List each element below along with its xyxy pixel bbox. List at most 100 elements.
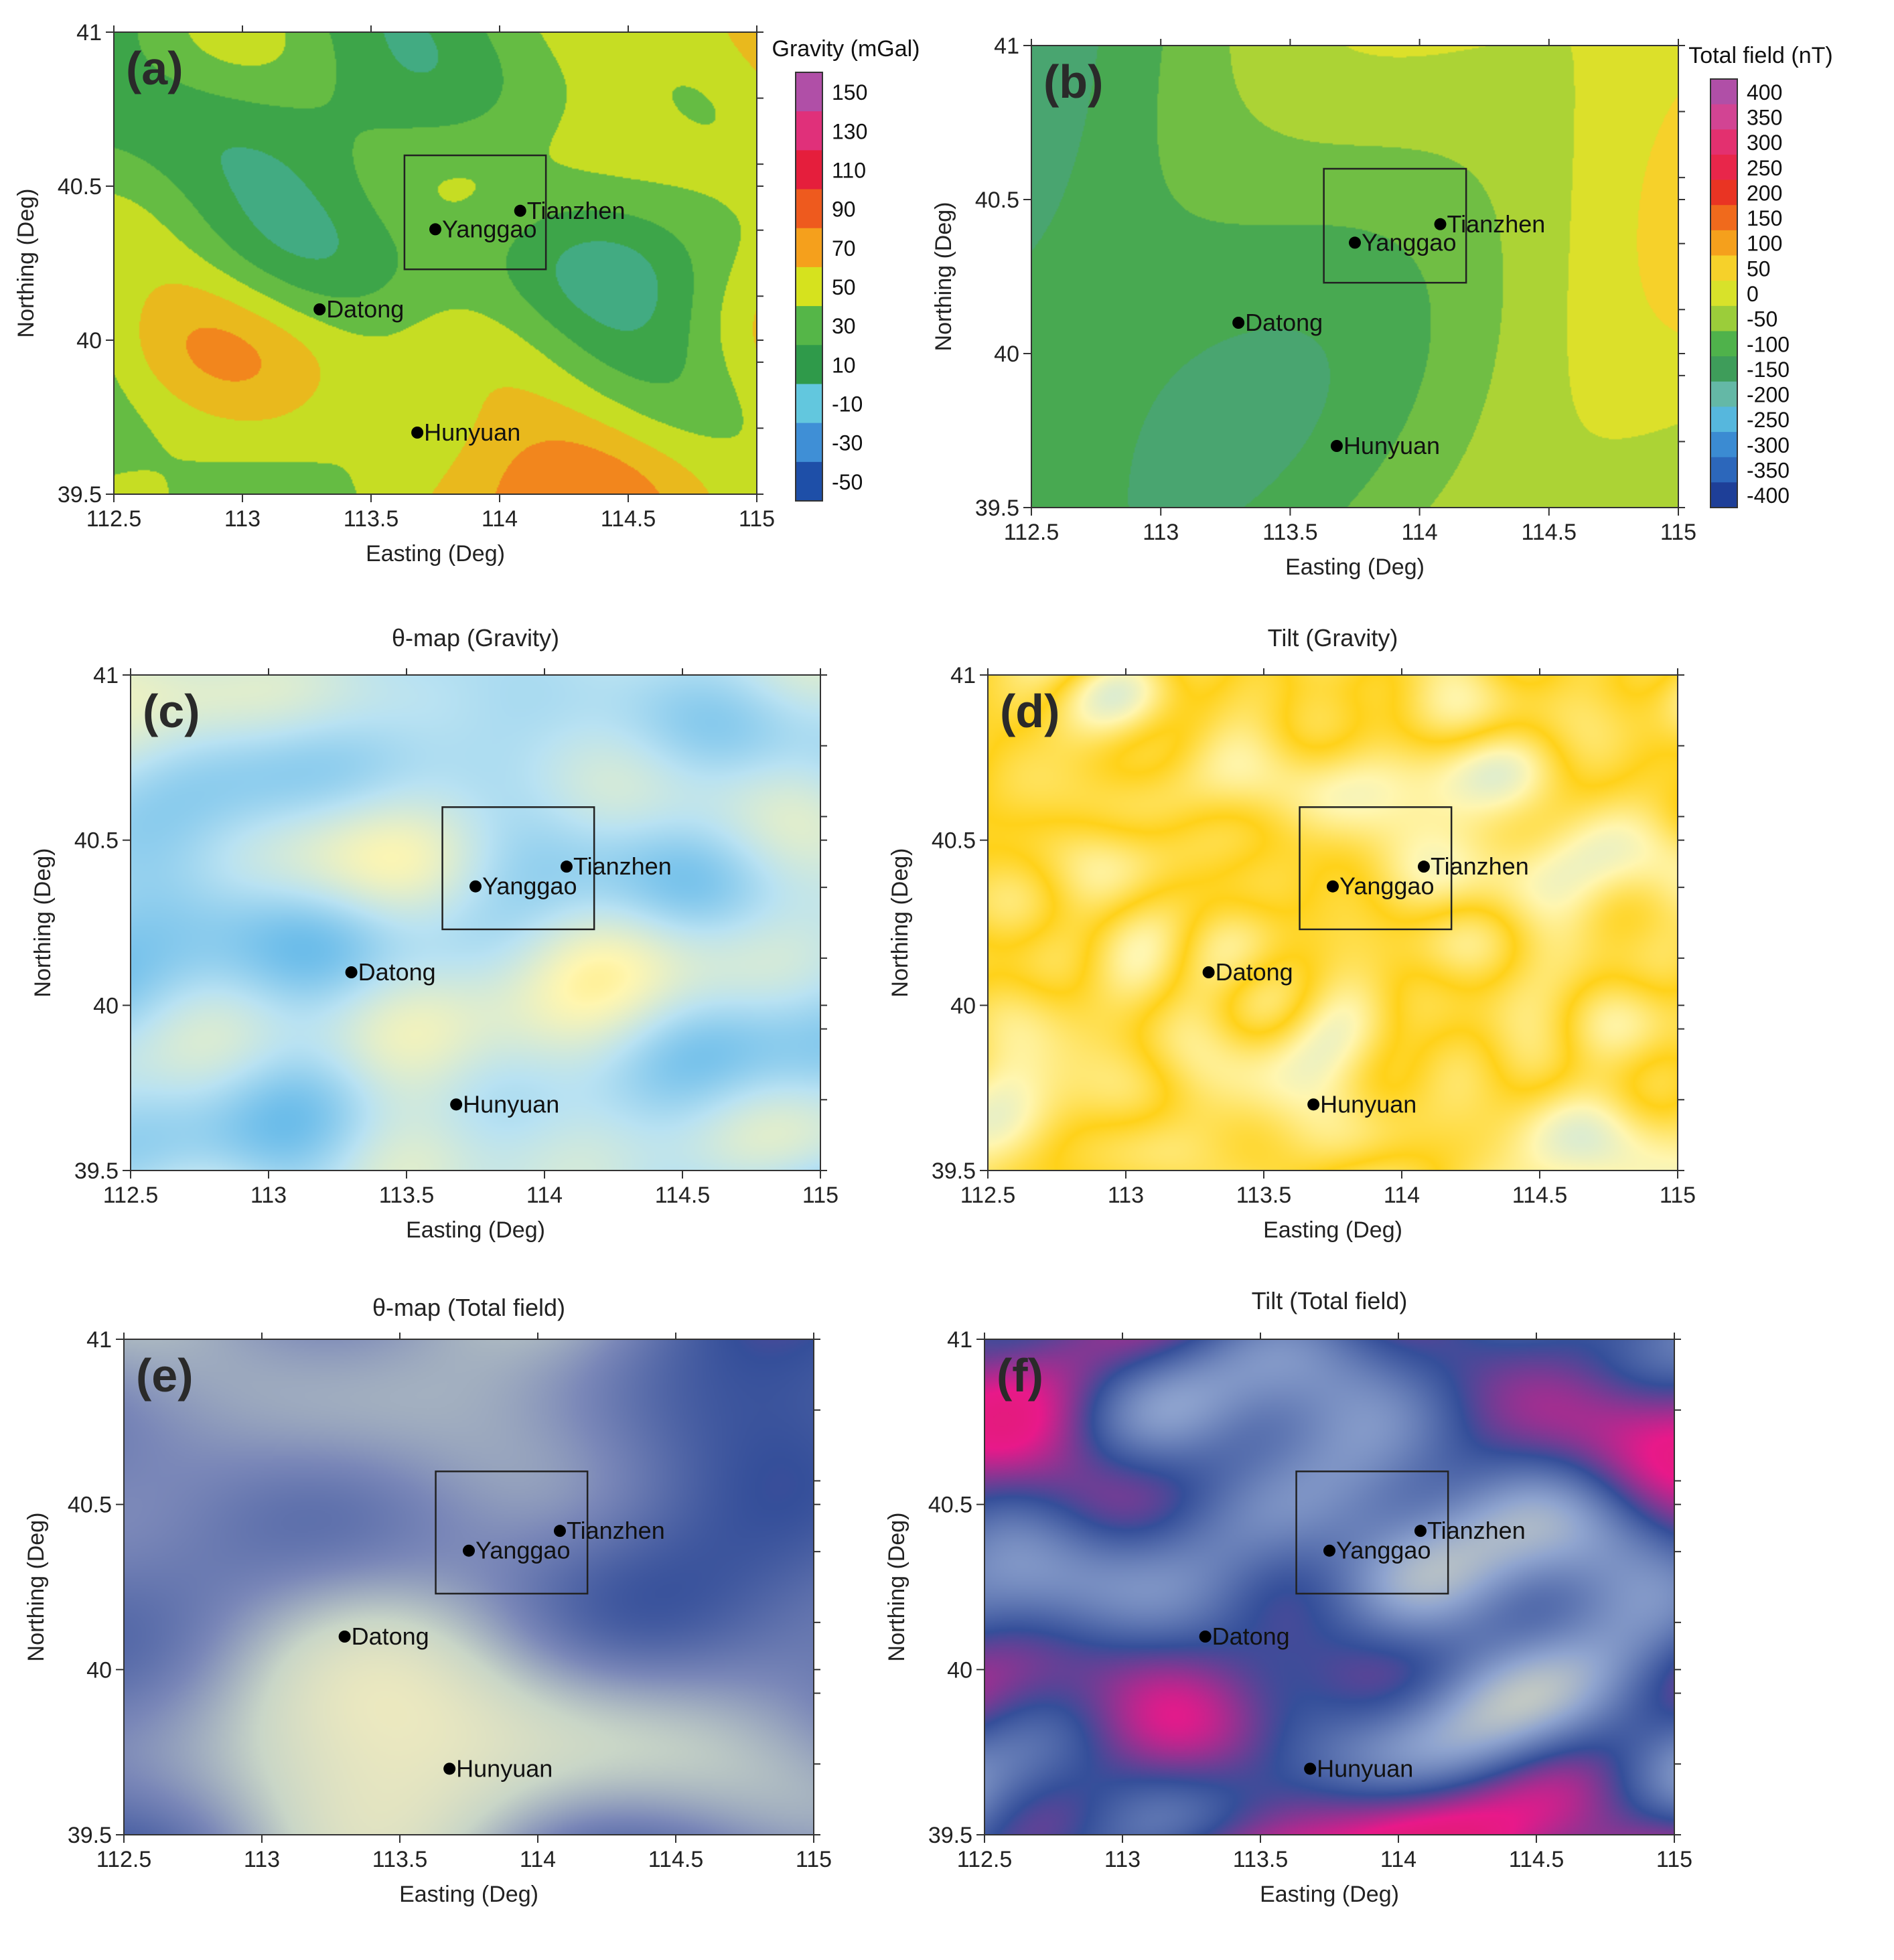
panel-e-x-axis-label: Easting (Deg) [399,1882,538,1907]
panel-b-x-tick-label: 112.5 [1004,520,1060,545]
panel-d-town-marker [1327,880,1339,893]
panel-a-colorbar-label: 70 [832,236,856,260]
panel-a-x-tick-label: 114 [482,506,518,532]
panel-b-town-marker [1349,236,1361,249]
panel-a-x-tick-label: 115 [739,506,775,532]
panel-f-town-label: Yanggao [1336,1537,1431,1564]
panel-b: 112.5 113 113.5 114 114.5 115 39.5 40 40.5 41 East… [931,33,1833,580]
panel-f-town-marker [1414,1525,1427,1537]
panel-b-letter: (b) [1043,56,1103,108]
panel-f-town-label: Tianzhen [1427,1517,1526,1544]
panel-b-colorbar-label: 100 [1747,232,1782,256]
panel-f-y-tick-label: 40 [947,1657,972,1683]
panel-f-x-tick-label: 112.5 [957,1847,1013,1872]
panel-a-y-tick-label: 40 [76,328,102,354]
panel-a-letter: (a) [126,42,184,94]
panel-d-town-label: Tianzhen [1431,852,1529,880]
panel-f-x-axis-label: Easting (Deg) [1260,1882,1399,1907]
panel-b-colorbar-label: 200 [1747,181,1782,205]
panel-c-y-axis-label: Northing (Deg) [30,848,56,998]
panel-e: θ-map (Total field) 112.5 113 113.5 114 114.5… [23,1294,832,1907]
panel-f-y-tick-label: 41 [947,1327,972,1353]
panel-f-x-tick-label: 114 [1380,1847,1416,1872]
panel-e-town-marker [463,1544,475,1557]
panel-e-field-raster [124,1339,814,1835]
panel-a-town-marker [514,204,526,217]
panel-b-colorbar-label: 50 [1747,256,1771,281]
panel-f-y-axis-label: Northing (Deg) [884,1513,909,1662]
panel-c-y-tick-label: 39.5 [74,1158,119,1184]
panel-b-colorbar-label: -300 [1747,433,1790,457]
panel-d-x-tick-label: 114.5 [1512,1183,1568,1208]
panel-f-y-tick-label: 39.5 [928,1823,972,1848]
panel-d-x-tick-label: 113 [1108,1183,1144,1208]
panel-a-y-tick-label: 41 [76,20,102,46]
panel-a-colorbar-swatch [796,267,822,307]
panel-b-colorbar-swatch [1710,79,1737,105]
panel-b-colorbar-swatch [1710,255,1737,281]
panel-d-study-area-box [1299,806,1453,931]
panel-b-colorbar: Total field (nT) 400350300250200150100500… [1688,43,1833,508]
panel-c: θ-map (Gravity) 112.5 113 113.5 114 114.5 115 3… [30,624,839,1243]
panel-b-colorbar-title: Total field (nT) [1688,43,1832,68]
panel-e-town-marker [443,1762,456,1775]
panel-c-y-tick-label: 40 [93,993,119,1019]
panel-b-colorbar-label: 150 [1747,206,1782,230]
panel-c-letter: (c) [143,685,200,737]
panel-f-study-area-box [1295,1471,1449,1595]
panel-b-colorbar-label: 0 [1747,282,1759,306]
panel-a-colorbar-frame [795,72,823,502]
panel-b-colorbar-label: 400 [1747,80,1782,104]
panel-b-frame [1031,45,1679,508]
panel-b-colorbar-label: -150 [1747,358,1790,382]
panel-f-town-marker [1323,1544,1335,1557]
panel-b-y-tick-label: 40 [994,342,1019,367]
panel-f: Tilt (Total field) 112.5 113 113.5 114 114.5 1… [884,1287,1692,1907]
panel-b-y-axis-label: Northing (Deg) [931,202,956,352]
panel-a-x-axis-label: Easting (Deg) [366,541,505,567]
panel-a-town-label: Tianzhen [527,197,626,224]
panel-a-colorbar-label: 50 [832,275,856,299]
panel-b-colorbar-swatch [1710,305,1737,331]
panel-d-x-tick-label: 113.5 [1236,1183,1292,1208]
panel-b-colorbar-swatch [1710,356,1737,382]
panel-c-x-tick-label: 113.5 [379,1183,435,1208]
panel-a-colorbar-title: Gravity (mGal) [772,36,920,62]
panel-a-town-label: Datong [326,295,404,323]
panel-b-town-label: Tianzhen [1447,210,1546,238]
panel-e-y-tick-label: 40 [86,1657,112,1683]
panel-b-colorbar-swatch [1710,432,1737,458]
panel-d-letter: (d) [1000,685,1060,737]
panel-a-colorbar-swatch [796,384,822,424]
panel-a-colorbar-swatch [796,423,822,463]
panel-b-colorbar-label: -100 [1747,332,1790,356]
panel-b-colorbar-swatch [1710,205,1737,231]
panel-a-colorbar-swatch [796,461,822,502]
panel-e-x-tick-label: 114.5 [648,1847,704,1872]
panel-a-y-tick-label: 40.5 [58,174,102,200]
panel-b-colorbar-label: 300 [1747,131,1782,155]
panel-c-x-tick-label: 114 [526,1183,563,1208]
panel-b-colorbar-label: -200 [1747,383,1790,407]
panel-a-town-marker [411,427,424,439]
panel-b-colorbar-swatch [1710,230,1737,256]
panel-b-colorbar-label: 350 [1747,105,1782,129]
panel-c-town-marker [450,1098,463,1111]
panel-c-town-label: Tianzhen [573,852,672,880]
panel-d-town-marker [1417,860,1430,873]
panel-b-town-label: Yanggao [1362,228,1456,256]
panel-b-colorbar-swatch [1710,331,1737,357]
panel-e-letter: (e) [136,1349,194,1402]
panel-e-y-tick-label: 39.5 [68,1823,112,1848]
panel-f-x-tick-label: 113 [1104,1847,1141,1872]
panel-d: Tilt (Gravity) 112.5 113 113.5 114 114.5 115 39… [887,624,1696,1243]
panel-a-y-tick-label: 39.5 [58,482,102,508]
panel-a-x-tick-label: 112.5 [86,506,142,532]
panel-a-colorbar-label: -10 [832,392,863,417]
panel-c-town-marker [345,966,358,978]
panel-d-y-tick-label: 40.5 [932,828,976,854]
panel-f-town-marker [1199,1631,1212,1643]
panel-a: 112.5 113 113.5 114 114.5 115 39.5 40 40.5 41 East… [13,20,920,567]
panel-e-x-tick-label: 113 [244,1847,280,1872]
panel-f-y-tick-label: 40.5 [928,1493,972,1518]
